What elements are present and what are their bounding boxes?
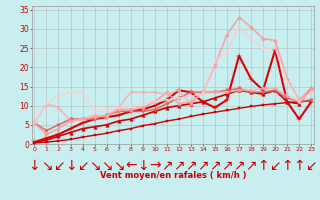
- X-axis label: Vent moyen/en rafales ( km/h ): Vent moyen/en rafales ( km/h ): [100, 171, 246, 180]
